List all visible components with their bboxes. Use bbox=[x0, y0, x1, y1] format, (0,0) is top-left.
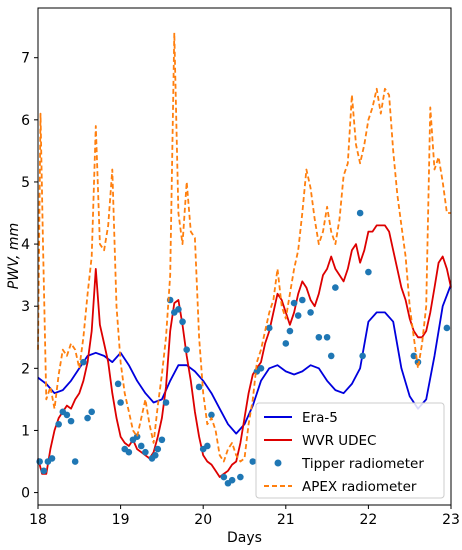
data-point-tipper-radiometer bbox=[249, 458, 257, 465]
y-tick-label: 0 bbox=[21, 486, 30, 502]
data-point-tipper-radiometer bbox=[307, 309, 314, 316]
legend: Era-5 WVR UDEC Tipper radiometer APEX ra… bbox=[255, 402, 445, 499]
data-point-tipper-radiometer bbox=[162, 399, 170, 406]
data-point-tipper-radiometer bbox=[88, 408, 95, 416]
legend-box bbox=[255, 402, 445, 499]
x-axis: 18 19 20 21 22 23 bbox=[29, 505, 460, 528]
y-tick-label: 1 bbox=[21, 423, 30, 439]
series-line-wvr-udec bbox=[37, 224, 452, 478]
data-point-tipper-radiometer bbox=[332, 284, 339, 291]
data-point-tipper-radiometer bbox=[55, 420, 62, 428]
data-point-tipper-radiometer bbox=[237, 473, 244, 481]
data-point-tipper-radiometer bbox=[63, 411, 71, 419]
data-point-tipper-radiometer bbox=[183, 346, 190, 353]
data-point-tipper-radiometer bbox=[359, 352, 366, 360]
data-point-tipper-radiometer bbox=[327, 352, 335, 360]
x-axis-label: Days bbox=[227, 530, 262, 546]
data-point-tipper-radiometer bbox=[220, 473, 228, 481]
legend-marker-tipper bbox=[274, 459, 282, 467]
data-point-tipper-radiometer bbox=[125, 448, 133, 456]
data-point-tipper-radiometer bbox=[365, 268, 372, 276]
data-point-tipper-radiometer bbox=[117, 399, 124, 406]
data-point-tipper-radiometer bbox=[294, 312, 302, 319]
x-tick-label: 22 bbox=[359, 512, 377, 528]
data-point-tipper-radiometer bbox=[67, 417, 75, 425]
series-line-apex-radiometer bbox=[37, 31, 451, 463]
data-point-tipper-radiometer bbox=[71, 458, 79, 465]
y-tick-label: 5 bbox=[21, 175, 30, 191]
data-point-tipper-radiometer bbox=[48, 455, 56, 462]
y-tick-label: 4 bbox=[21, 237, 30, 253]
data-point-tipper-radiometer bbox=[290, 299, 298, 307]
y-tick-label: 2 bbox=[21, 361, 30, 377]
data-point-tipper-radiometer bbox=[114, 380, 122, 388]
data-point-tipper-radiometer bbox=[208, 411, 215, 419]
x-tick-label: 18 bbox=[29, 512, 47, 528]
data-point-tipper-radiometer bbox=[265, 324, 273, 332]
legend-label-era5: Era-5 bbox=[302, 410, 338, 426]
data-point-tipper-radiometer bbox=[410, 352, 418, 360]
data-point-tipper-radiometer bbox=[228, 476, 236, 484]
data-point-tipper-radiometer bbox=[315, 333, 323, 341]
series-layer bbox=[36, 31, 452, 487]
data-point-tipper-radiometer bbox=[36, 458, 43, 465]
plot-frame bbox=[37, 7, 452, 506]
data-point-tipper-radiometer bbox=[282, 340, 290, 347]
data-point-tipper-radiometer bbox=[195, 383, 203, 391]
x-tick-label: 21 bbox=[277, 512, 295, 528]
data-point-tipper-radiometer bbox=[356, 209, 364, 217]
data-point-tipper-radiometer bbox=[84, 414, 91, 422]
y-tick-label: 3 bbox=[21, 299, 30, 315]
data-point-tipper-radiometer bbox=[40, 467, 48, 475]
legend-label-wvr: WVR UDEC bbox=[302, 433, 377, 449]
data-point-tipper-radiometer bbox=[286, 327, 294, 335]
data-point-tipper-radiometer bbox=[175, 306, 182, 313]
data-point-tipper-radiometer bbox=[133, 433, 141, 440]
data-point-tipper-radiometer bbox=[443, 324, 451, 332]
data-point-tipper-radiometer bbox=[137, 442, 145, 450]
x-tick-label: 19 bbox=[112, 512, 130, 528]
data-point-tipper-radiometer bbox=[142, 448, 149, 456]
legend-label-apex: APEX radiometer bbox=[302, 479, 417, 495]
data-point-tipper-radiometer bbox=[179, 318, 186, 326]
data-point-tipper-radiometer bbox=[257, 365, 265, 372]
data-point-tipper-radiometer bbox=[80, 358, 87, 366]
y-tick-label: 7 bbox=[21, 51, 30, 67]
y-axis: 0 1 2 3 4 5 6 7 bbox=[21, 51, 38, 502]
data-point-tipper-radiometer bbox=[154, 445, 162, 453]
y-tick-label: 6 bbox=[21, 113, 30, 129]
data-point-tipper-radiometer bbox=[323, 333, 331, 341]
data-point-tipper-radiometer bbox=[151, 452, 159, 459]
x-tick-label: 20 bbox=[194, 512, 212, 528]
legend-label-tipper: Tipper radiometer bbox=[301, 456, 424, 472]
data-point-tipper-radiometer bbox=[204, 442, 211, 450]
x-tick-label: 23 bbox=[442, 512, 460, 528]
series-tipper-radiometer bbox=[36, 209, 451, 487]
data-point-tipper-radiometer bbox=[299, 296, 306, 304]
data-point-tipper-radiometer bbox=[158, 436, 166, 444]
y-axis-label: PWV, mm bbox=[6, 223, 22, 289]
